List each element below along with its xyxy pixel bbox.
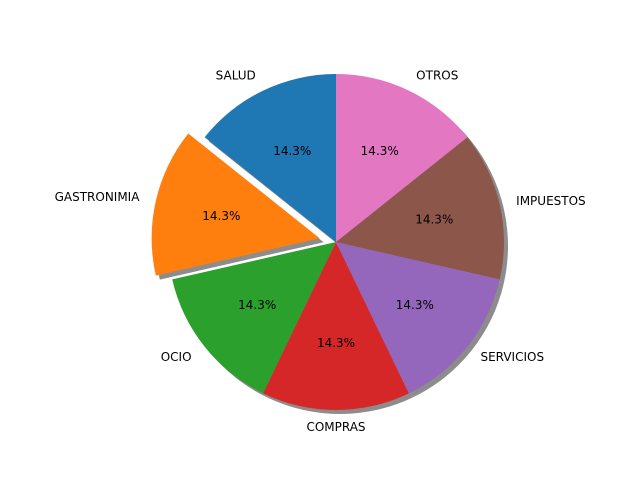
percent-labels: 14.3% 14.3% 14.3% 14.3% 14.3% 14.3% 14.3%	[202, 144, 453, 350]
category-label-compras: COMPRAS	[306, 420, 365, 434]
category-label-gastronimia: GASTRONIMIA	[55, 190, 141, 204]
category-label-otros: OTROS	[416, 69, 458, 83]
percent-label-salud: 14.3%	[273, 144, 311, 158]
pie-slice-otros	[336, 73, 468, 242]
pie-slice-ocio	[172, 242, 336, 394]
percent-label-otros: 14.3%	[361, 144, 399, 158]
category-label-servicios: SERVICIOS	[480, 350, 544, 364]
percent-label-ocio: 14.3%	[238, 298, 276, 312]
pie-slice-gastronimia	[151, 133, 320, 276]
pie-slice-compras	[263, 242, 409, 410]
pie-slice-servicios	[336, 242, 500, 394]
pie-slice-impuestos	[336, 137, 505, 280]
percent-label-gastronimia: 14.3%	[202, 209, 240, 223]
category-label-salud: SALUD	[216, 69, 256, 83]
category-label-ocio: OCIO	[161, 350, 192, 364]
category-label-impuestos: IMPUESTOS	[516, 194, 586, 208]
percent-label-impuestos: 14.3%	[415, 213, 453, 227]
pie-slices	[151, 73, 505, 410]
category-labels: SALUD GASTRONIMIA OCIO COMPRAS SERVICIOS IMPU…	[55, 69, 586, 434]
percent-label-compras: 14.3%	[317, 336, 355, 350]
pie-slice-salud	[204, 74, 336, 242]
percent-label-servicios: 14.3%	[396, 298, 434, 312]
